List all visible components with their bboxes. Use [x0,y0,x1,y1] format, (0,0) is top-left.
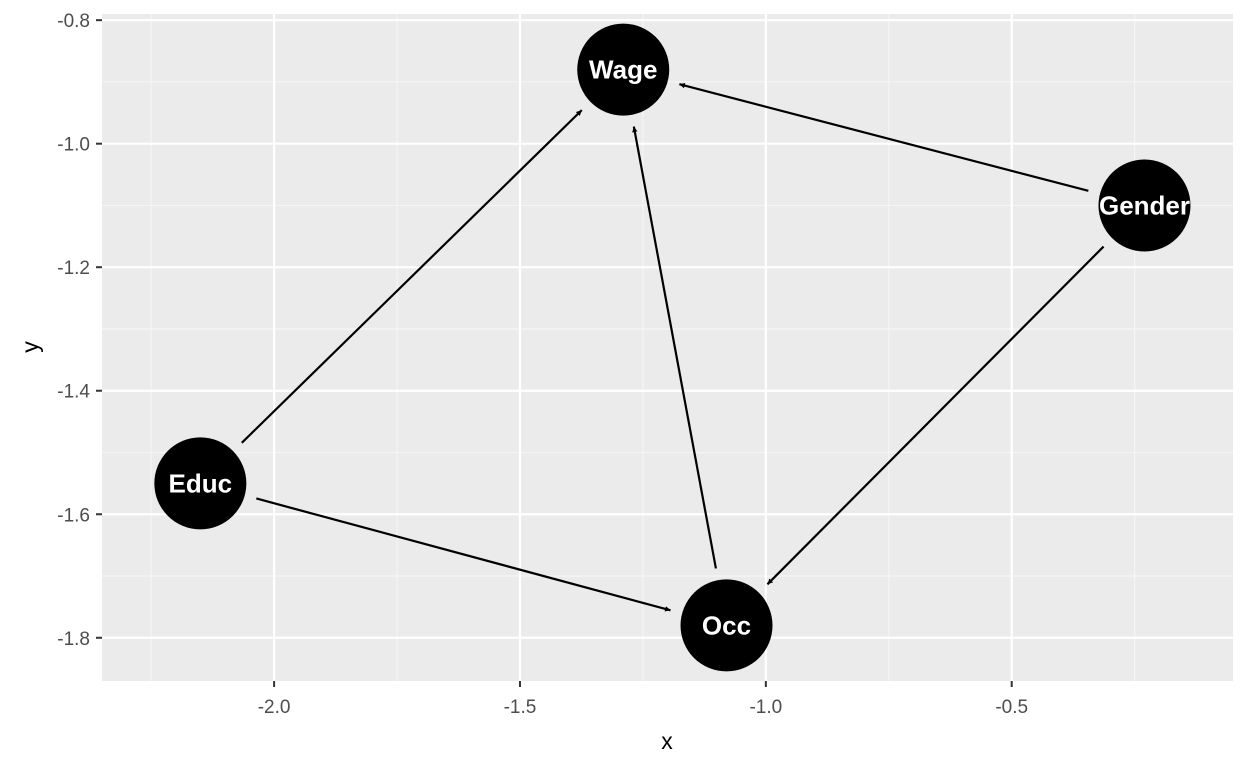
edge-gender-to-occ [766,245,1105,586]
node-wage-circle [577,23,670,116]
x-tick-label: -1.5 [504,697,537,718]
x-tick-label: -2.0 [258,697,291,718]
edge-gender-to-wage [679,82,1089,192]
y-tick-label: -1.6 [57,505,90,526]
nodes: Wage Gender Educ Occ [154,23,1191,672]
node-gender: Gender [1098,159,1191,252]
plot-panel [102,14,1233,681]
node-educ: Educ [154,437,247,530]
grid-major-lines [102,14,1233,681]
y-tick-label: -1.8 [57,629,90,650]
edge-educ-to-occ [256,497,671,612]
edge-occ-to-wage [632,126,717,569]
node-educ-label: Educ [169,468,233,498]
y-tick-label: -0.8 [57,11,90,32]
axis-ticks: -2.0 -1.5 -1.0 -0.5 -0.8 -1.0 -1.2 -1.4 -1.6 -1.8 [57,11,1028,718]
edges [241,82,1105,612]
node-gender-circle [1098,159,1191,252]
y-tick-label: -1.0 [57,135,90,156]
node-occ: Occ [680,579,773,672]
node-occ-circle [680,579,773,672]
x-tick-label: -1.0 [749,697,782,718]
node-educ-circle [154,437,247,530]
x-tick-label: -0.5 [995,697,1028,718]
x-axis-title: x [661,728,673,754]
y-tick-label: -1.4 [57,382,90,403]
y-axis-title: y [17,341,43,353]
y-tick-label: -1.2 [57,258,90,279]
node-wage-label: Wage [589,55,657,85]
edge-educ-to-wage [241,109,583,444]
node-wage: Wage [577,23,670,116]
node-occ-label: Occ [702,610,751,640]
node-gender-label: Gender [1099,190,1190,220]
